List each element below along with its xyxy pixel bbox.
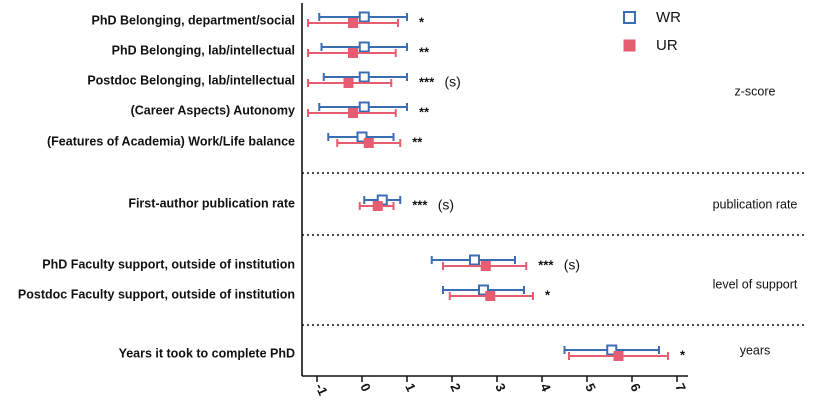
significance-note: (s)	[438, 197, 454, 213]
ur-estimate	[568, 351, 669, 361]
significance-stars: ***	[412, 197, 428, 212]
x-tick-label: 5	[582, 381, 599, 394]
legend-wr-marker	[623, 11, 636, 24]
significance-stars: *	[545, 287, 551, 302]
ur-estimate	[307, 18, 399, 28]
ur-point-marker	[363, 138, 374, 148]
x-tick-label: 0	[357, 381, 374, 394]
row-label: Years it took to complete PhD	[119, 346, 295, 360]
wr-estimate	[430, 254, 516, 266]
wr-estimate	[318, 11, 408, 23]
ur-point-marker	[480, 261, 491, 271]
row-label: (Career Aspects) Autonomy	[131, 103, 295, 117]
x-tick-label: 7	[672, 381, 689, 394]
wr-point-marker	[469, 254, 480, 266]
row-label: Postdoc Faculty support, outside of inst…	[18, 287, 295, 301]
row-label: First-author publication rate	[128, 196, 295, 210]
ur-estimate	[307, 108, 397, 118]
x-tick-label: -1	[312, 381, 330, 398]
significance-stars: **	[412, 134, 423, 149]
significance-stars: **	[419, 44, 430, 59]
ur-estimate	[358, 201, 395, 211]
ur-estimate	[336, 138, 402, 148]
ur-point-marker	[485, 291, 496, 301]
x-axis-ticks: -1 0 1 2 3 4 5 6 7	[312, 376, 689, 398]
wr-point-marker	[478, 284, 489, 296]
wr-point-marker	[606, 344, 618, 356]
ur-point-marker	[613, 351, 624, 361]
row-label: (Features of Academia) Work/Life balance	[47, 134, 295, 148]
wr-estimate	[442, 284, 525, 296]
wr-estimate	[563, 344, 660, 356]
ur-point-marker	[372, 201, 383, 211]
wr-estimate	[327, 131, 395, 143]
significance-stars: ***	[419, 74, 435, 89]
legend-ur-label: UR	[656, 37, 678, 54]
significance-stars: *	[419, 14, 425, 29]
row-label: Postdoc Belonging, lab/intellectual	[87, 73, 295, 87]
wr-estimate	[318, 101, 408, 113]
significance-stars: ***	[538, 257, 554, 272]
x-tick-label: 4	[537, 381, 554, 395]
significance-stars: **	[419, 104, 430, 119]
ur-point-marker	[343, 78, 354, 88]
wr-estimate	[322, 71, 408, 83]
wr-estimate	[320, 41, 408, 53]
significance-stars: *	[680, 347, 686, 362]
row-label: PhD Faculty support, outside of institut…	[42, 257, 295, 271]
group-label: level of support	[713, 277, 798, 291]
ur-point-marker	[348, 48, 358, 58]
ur-estimate	[307, 78, 393, 88]
significance-note: (s)	[445, 74, 461, 90]
ur-point-marker	[348, 18, 358, 28]
ur-point-marker	[348, 108, 358, 118]
ur-estimate	[448, 291, 534, 301]
group-label: publication rate	[713, 197, 798, 211]
wr-point-marker	[356, 131, 368, 143]
ur-estimate	[307, 48, 397, 58]
wr-point-marker	[358, 71, 370, 83]
group-label: years	[740, 343, 771, 357]
row-label: PhD Belonging, lab/intellectual	[112, 43, 295, 57]
wr-point-marker	[358, 41, 370, 53]
x-tick-label: 2	[447, 381, 464, 394]
legend: WR UR	[623, 9, 681, 54]
x-tick-label: 3	[492, 381, 509, 394]
wr-point-marker	[358, 11, 370, 23]
wr-point-marker	[358, 101, 370, 113]
plot-marks: ****** (s)******* (s)*** (s)**	[307, 11, 686, 362]
row-label: PhD Belonging, department/social	[92, 13, 296, 27]
x-tick-label: 6	[627, 381, 644, 394]
legend-wr-label: WR	[656, 9, 681, 26]
legend-ur-marker	[623, 39, 636, 52]
group-label: z-score	[735, 84, 776, 98]
significance-note: (s)	[564, 257, 580, 273]
x-tick-label: 1	[402, 381, 419, 394]
ur-estimate	[442, 261, 528, 271]
